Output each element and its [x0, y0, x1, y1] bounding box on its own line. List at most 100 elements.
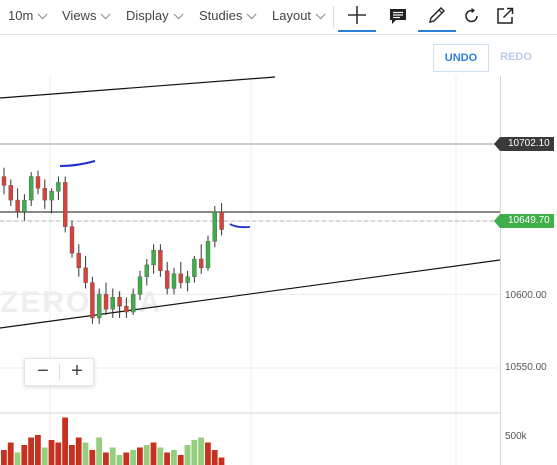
volume-bar — [157, 447, 164, 465]
candle-body — [56, 182, 61, 192]
volume-bar — [75, 437, 82, 465]
pencil-icon — [429, 7, 445, 23]
volume-bar — [69, 445, 75, 465]
candle-body — [212, 211, 218, 242]
candle-body — [171, 273, 177, 289]
volume-bar — [41, 447, 48, 465]
volume-bar — [164, 452, 170, 465]
candle-body — [110, 297, 116, 310]
candle-body — [137, 276, 143, 295]
layout-label: Layout — [272, 8, 312, 23]
display-menu[interactable]: Display — [126, 0, 184, 32]
candle-body — [49, 191, 54, 201]
candle-body — [83, 267, 88, 283]
price-axis[interactable] — [500, 76, 557, 465]
comment-icon — [390, 9, 406, 24]
chevron-down-icon — [315, 9, 326, 20]
candle-body — [29, 176, 34, 201]
expand-icon — [497, 7, 514, 24]
axis-label-volume: 500k — [505, 431, 527, 442]
candle-body — [219, 211, 224, 230]
volume-bar — [123, 452, 130, 465]
crosshair-icon — [348, 6, 366, 24]
display-label: Display — [126, 8, 169, 23]
volume-bar — [137, 447, 143, 465]
last-price-tag: 10649.70 — [494, 214, 554, 228]
comment-button[interactable] — [379, 0, 417, 32]
volume-bar — [171, 450, 177, 465]
freehand-stroke — [59, 160, 96, 167]
candle-body — [124, 305, 129, 313]
volume-bar — [116, 455, 123, 465]
volume-bar — [150, 442, 157, 465]
volume-bar — [89, 450, 96, 465]
chevron-down-icon — [37, 9, 48, 20]
candlesticks — [1, 167, 224, 324]
trendline-upper — [0, 76, 276, 99]
chevron-down-icon — [101, 9, 112, 20]
crosshair-button[interactable] — [338, 0, 376, 32]
candle-body — [22, 199, 27, 213]
candle-body — [35, 176, 41, 189]
volume-bar — [14, 452, 21, 465]
volume-bar — [28, 437, 34, 465]
history-bar: UNDO REDO — [0, 36, 557, 76]
volume-bar — [21, 445, 28, 465]
zoom-in-button[interactable]: + — [71, 360, 83, 382]
layout-menu[interactable]: Layout — [272, 0, 326, 32]
volume-bar — [191, 440, 198, 465]
volume-bar — [205, 442, 211, 465]
toolbar-divider — [333, 6, 334, 28]
interval-dropdown[interactable]: 10m — [8, 0, 48, 32]
volume-bar — [62, 417, 68, 465]
redo-button[interactable]: REDO — [500, 51, 532, 63]
volume-bar — [211, 450, 218, 465]
crosshair-price-tag: 10702.10 — [494, 137, 554, 151]
studies-menu[interactable]: Studies — [199, 0, 257, 32]
chevron-down-icon — [247, 9, 257, 20]
candle-body — [90, 282, 95, 319]
views-label: Views — [62, 8, 97, 23]
undo-button[interactable]: UNDO — [433, 44, 489, 72]
expand-button[interactable] — [486, 0, 524, 32]
candle-body — [96, 294, 102, 319]
candle-body — [151, 249, 156, 266]
price-chart[interactable] — [0, 76, 500, 465]
candle-body — [164, 270, 170, 289]
candle-body — [205, 241, 211, 269]
candle-body — [117, 297, 122, 307]
candle-body — [144, 264, 150, 277]
refresh-button[interactable] — [453, 0, 491, 32]
volume-bar — [130, 450, 136, 465]
zoom-out-button[interactable]: − — [37, 360, 49, 382]
candle-body — [192, 258, 197, 277]
candle-body — [178, 273, 184, 283]
volume-bar — [55, 442, 62, 465]
candle-body — [76, 252, 82, 269]
candle-body — [8, 185, 14, 201]
freehand-stroke — [229, 223, 251, 229]
volume-bar — [7, 442, 14, 465]
volume-bar — [109, 447, 116, 465]
candle-body — [185, 276, 190, 283]
trendline-lower — [0, 259, 500, 329]
candle-body — [130, 294, 136, 313]
axis-label-10550: 10550.00 — [505, 362, 547, 373]
volume-bar — [48, 440, 55, 465]
views-menu[interactable]: Views — [62, 0, 112, 32]
volume-bar — [143, 445, 150, 465]
top-toolbar: 10m Views Display Studies Layout — [0, 0, 557, 35]
volume-bar — [198, 437, 204, 465]
draw-button[interactable] — [418, 0, 456, 32]
volume-bar — [184, 445, 191, 465]
volume-bar — [103, 452, 109, 465]
zoom-controls: − + — [24, 358, 94, 386]
trendline-drawings — [0, 76, 500, 329]
candle-body — [42, 188, 47, 201]
volume-bars — [1, 417, 225, 465]
volume-bar — [177, 455, 184, 465]
candle-body — [103, 294, 109, 310]
studies-label: Studies — [199, 8, 243, 23]
zoom-divider — [59, 364, 60, 380]
candle-body — [15, 199, 20, 213]
